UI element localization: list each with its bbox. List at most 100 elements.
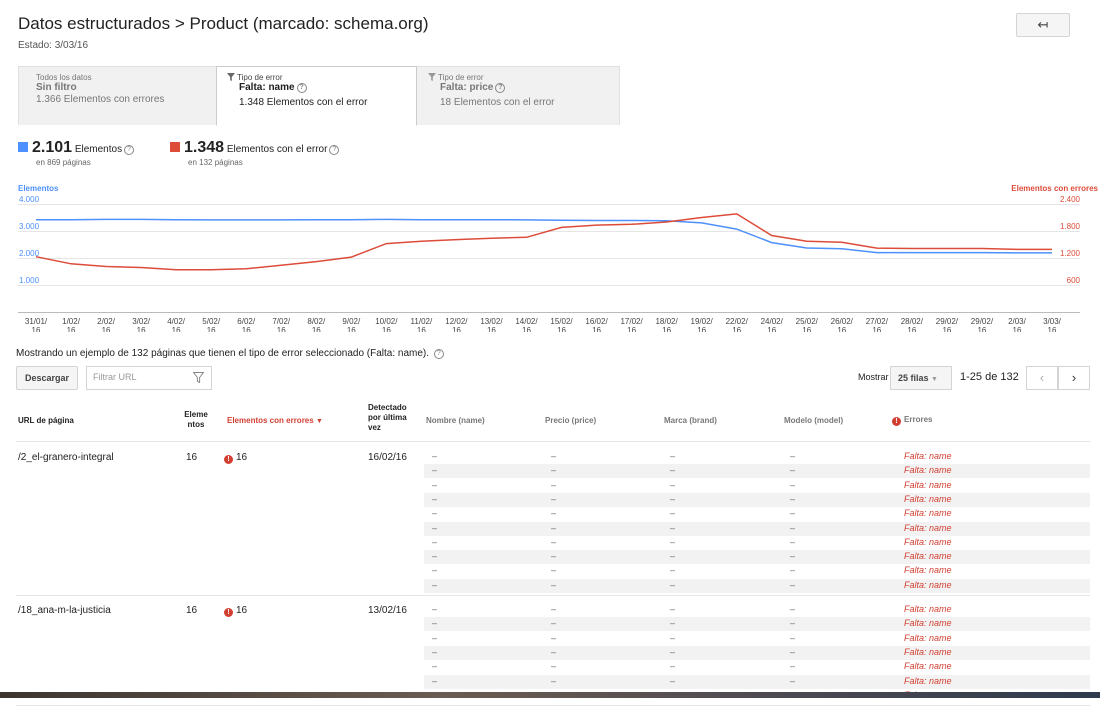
right-tick-label: 600 — [1067, 276, 1081, 285]
empty-value: – — [790, 536, 796, 547]
x-tick-year: 16 — [417, 326, 426, 332]
col-errors[interactable]: Elementos con errores ▼ — [227, 416, 323, 425]
empty-value: – — [432, 675, 438, 686]
item-row: – – – – Falta: name — [424, 632, 1090, 646]
x-tick-label: 3/03/ — [1043, 317, 1062, 326]
x-tick-year: 16 — [1013, 326, 1022, 332]
metric-value: 1.348 — [184, 139, 225, 156]
x-tick-label: 5/02/ — [202, 317, 221, 326]
x-tick-label: 25/02/ — [796, 317, 819, 326]
x-tick-year: 16 — [977, 326, 986, 332]
empty-value: – — [432, 465, 438, 476]
empty-value: – — [551, 604, 557, 614]
empty-value: – — [670, 451, 676, 461]
detected-cell: 13/02/16 — [368, 605, 407, 616]
prev-page-button[interactable]: ‹ — [1026, 366, 1058, 390]
x-tick-label: 29/02/ — [936, 317, 959, 326]
tab-label: Tipo de error — [438, 73, 484, 82]
empty-value: – — [551, 618, 557, 629]
empty-value: – — [551, 522, 557, 533]
help-icon[interactable]: ? — [124, 145, 135, 155]
help-icon[interactable]: ? — [296, 83, 307, 93]
next-page-button[interactable]: › — [1058, 366, 1090, 390]
show-label: Mostrar — [858, 372, 889, 382]
empty-value: – — [790, 604, 796, 614]
item-row: – – – – Falta: name — [424, 645, 1090, 660]
error-text: Falta: name — [904, 536, 952, 547]
x-tick-label: 12/02/ — [445, 317, 468, 326]
error-text: Falta: name — [904, 551, 952, 562]
rows-per-page-select[interactable]: 25 filas ▼ — [890, 366, 952, 390]
col-detected[interactable]: Detectado por última vez — [368, 403, 407, 432]
empty-value: – — [551, 565, 557, 576]
download-button[interactable]: Descargar — [16, 366, 78, 390]
metric-errors[interactable]: 1.348 Elementos con el error? en 132 pág… — [170, 139, 340, 167]
x-tick-year: 16 — [242, 326, 251, 332]
col-elements[interactable]: Elementos — [184, 410, 208, 429]
url-cell[interactable]: /18_ana-m-la-justicia — [18, 605, 111, 616]
col-error-list: ! Errores — [892, 415, 932, 426]
x-tick-year: 16 — [102, 326, 111, 332]
metric-sub: en 132 páginas — [188, 158, 243, 167]
empty-value: – — [551, 451, 557, 461]
empty-value: – — [790, 451, 796, 461]
error-text: Falta: name — [904, 508, 952, 519]
help-icon[interactable]: ? — [433, 349, 444, 359]
x-tick-year: 16 — [312, 326, 321, 332]
item-row: – – – – Falta: name — [424, 550, 1090, 565]
x-tick-label: 18/02/ — [655, 317, 678, 326]
help-icon[interactable]: ? — [329, 145, 340, 155]
tab-missing-name[interactable]: Tipo de error Falta: name? 1.348 Element… — [216, 66, 417, 126]
empty-value: – — [551, 465, 557, 476]
x-tick-year: 16 — [907, 326, 916, 332]
series-color-swatch — [170, 142, 180, 152]
empty-value: – — [551, 536, 557, 547]
back-button[interactable]: ↤ — [1016, 13, 1070, 37]
empty-value: – — [551, 675, 557, 686]
right-tick-label: 1.800 — [1060, 222, 1081, 231]
empty-value: – — [790, 632, 796, 643]
metric-label: Elementos — [74, 144, 123, 155]
tab-all-data[interactable]: Todos los datos Sin filtro 1.366 Element… — [19, 67, 215, 126]
empty-value: – — [790, 479, 796, 490]
empty-value: – — [670, 579, 676, 590]
empty-value: – — [670, 604, 676, 614]
help-icon[interactable]: ? — [495, 83, 506, 93]
x-tick-label: 19/02/ — [691, 317, 714, 326]
empty-value: – — [432, 579, 438, 590]
x-tick-label: 11/02/ — [411, 317, 433, 326]
tab-label: Tipo de error — [237, 73, 283, 82]
empty-value: – — [790, 565, 796, 576]
empty-value: – — [432, 451, 438, 461]
x-tick-label: 13/02/ — [480, 317, 503, 326]
x-tick-year: 16 — [207, 326, 216, 332]
empty-value: – — [432, 493, 438, 504]
funnel-icon — [428, 73, 436, 81]
col-url[interactable]: URL de página — [18, 416, 74, 425]
x-tick-year: 16 — [802, 326, 811, 332]
metric-elements[interactable]: 2.101 Elementos? en 869 páginas — [18, 139, 135, 167]
x-tick-year: 16 — [172, 326, 181, 332]
x-tick-label: 7/02/ — [272, 317, 291, 326]
tab-missing-price[interactable]: Tipo de error Falta: price? 18 Elementos… — [418, 67, 620, 126]
table-toolbar: Descargar Filtrar URL Mostrar 25 filas ▼… — [16, 366, 1090, 392]
x-tick-label: 10/02/ — [375, 317, 398, 326]
x-tick-label: 2/02/ — [97, 317, 116, 326]
chevron-down-icon: ▼ — [931, 376, 938, 383]
error-icon: ! — [892, 417, 901, 426]
filter-url-input[interactable]: Filtrar URL — [86, 366, 212, 390]
tab-count: 1.348 Elementos con el error — [239, 97, 368, 108]
table-header: URL de página Elementos Elementos con er… — [16, 400, 1090, 442]
empty-value: – — [670, 565, 676, 576]
item-row: – – – – Falta: name — [424, 450, 1090, 464]
series-line-errors — [35, 213, 1052, 271]
series-line-elements — [36, 218, 1052, 254]
item-row: – – – – Falta: name — [424, 521, 1090, 536]
error-icon: ! — [224, 455, 233, 464]
empty-value: – — [432, 565, 438, 576]
empty-value: – — [790, 522, 796, 533]
item-row: – – – – Falta: name — [424, 507, 1090, 521]
x-tick-year: 16 — [522, 326, 531, 332]
line-chart: 4.000 2.400 3.000 1.800 2.000 1.200 1.000 600 31… — [18, 196, 1081, 332]
url-cell[interactable]: /2_el-granero-integral — [18, 452, 114, 463]
